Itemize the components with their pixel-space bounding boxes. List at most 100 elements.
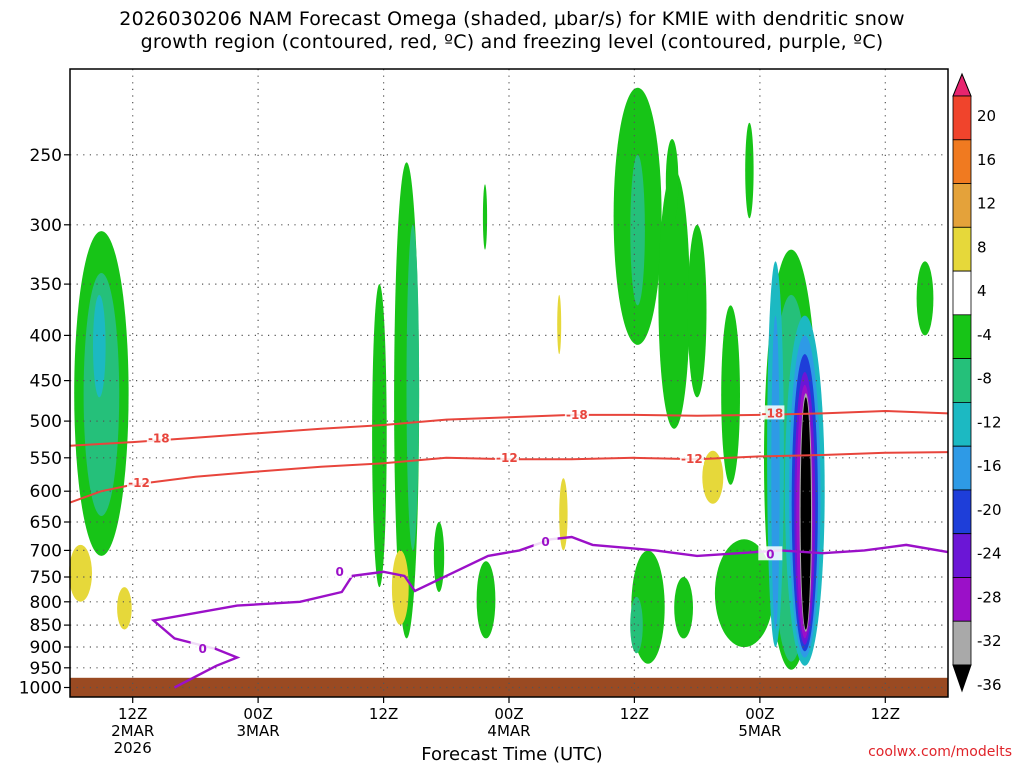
terrain-band [70,677,948,697]
omega-region-16 [658,169,690,429]
contour-layer: -18 -18 -18 -12 -12 -12 0 0 0 0 [69,405,949,689]
contour-label-3: -12 [128,476,150,490]
ytick-label-450: 450 [30,372,62,392]
omega-region-21 [674,577,693,639]
xtick-label-6-1: 2MAR [111,722,154,740]
omega-region-20 [630,596,643,654]
omega-region-18 [665,139,679,225]
colorbar-label-5: -4 [977,326,992,344]
contour-label-bg-5 [679,451,704,466]
omega-region-24 [714,539,774,648]
omega-region-7 [372,284,387,588]
colorbar-swatch-10 [952,489,972,535]
colorbar-label-0: 20 [977,107,996,125]
xtick-label-78-0: 12Z [871,705,900,723]
contour-label-1: -18 [566,408,588,422]
colorbar-label-3: 8 [977,238,987,256]
omega-region-6 [406,224,420,551]
xtick-label-54-0: 12Z [620,705,649,723]
colorbar-swatch-3 [952,183,972,228]
ytick-label-500: 500 [30,412,62,432]
contour-dgz-0 [69,409,949,447]
contour-label-bg-0 [146,430,171,445]
xtick-label-66-1: 5MAR [738,722,781,740]
contour-label-bg-9 [758,546,783,561]
colorbar-label-9: -20 [977,501,1002,519]
xtick-label-30-0: 12Z [369,705,398,723]
chart-title-line-2: growth region (contoured, red, ºC) and f… [140,31,884,53]
xtick-label-66-0: 00Z [745,705,774,723]
colorbar-swatch-12 [952,577,972,622]
colorbar-swatch-5 [952,270,972,316]
contour-label-2: -18 [762,406,784,420]
colorbar-label-11: -28 [977,589,1002,607]
omega-region-23 [721,305,740,485]
omega-region-1 [83,273,120,516]
chart-title-line-1: 2026030206 NAM Forecast Omega (shaded, µ… [119,8,905,30]
omega-region-36 [800,397,811,630]
colorbar-swatch-13 [952,620,972,666]
omega-region-11 [559,478,568,551]
ytick-label-850: 850 [30,616,62,636]
contour-label-bg-7 [190,641,215,656]
ytick-label-1000: 1000 [19,679,62,699]
grid-layer [70,69,948,697]
omega-region-10 [433,522,445,592]
site-credit[interactable]: coolwx.com/modelts [868,744,1012,760]
contour-label-9: 0 [766,547,774,561]
contour-label-7: 0 [199,642,207,656]
contour-label-bg-3 [127,474,151,489]
colorbar-label-1: 16 [977,151,996,169]
colorbar-swatch-8 [952,401,972,447]
xtick-label-42-1: 4MAR [487,722,530,740]
colorbar-label-7: -12 [977,413,1002,431]
contour-label-0: -18 [148,431,170,445]
colorbar-label-2: 12 [977,195,996,213]
xtick-label-6-0: 12Z [118,705,147,723]
omega-region-22 [702,450,724,504]
ytick-label-950: 950 [30,659,62,679]
ytick-label-400: 400 [30,326,62,346]
contour-dgz-1 [69,451,949,504]
colorbar-arrow-bottom [952,664,972,693]
ytick-label-800: 800 [30,593,62,613]
colorbar-label-4: 4 [977,282,987,300]
colorbar-swatch-7 [952,358,972,403]
ytick-label-250: 250 [30,146,62,166]
ytick-label-600: 600 [30,482,62,502]
x-axis-label: Forecast Time (UTC) [421,744,603,765]
xtick-label-42-0: 00Z [494,705,523,723]
omega-region-13 [557,294,562,355]
contour-freezing-2 [150,535,949,689]
colorbar-label-13: -36 [977,676,1002,694]
axes-layer: 2503003504004505005506006507007508008509… [19,68,949,757]
colorbar-swatch-6 [952,314,972,359]
colorbar-label-6: -8 [977,370,992,388]
omega-region-15 [630,154,645,306]
omega-region-17 [687,224,707,398]
omega-region-3 [69,544,92,602]
ytick-label-550: 550 [30,449,62,469]
xtick-label-18-1: 3MAR [237,722,280,740]
contour-label-4: -12 [496,451,518,465]
omega-region-4 [117,587,132,630]
ytick-label-700: 700 [30,541,62,561]
colorbar-swatch-2 [952,139,972,185]
colorbar-swatch-1 [952,95,972,141]
colorbar-label-12: -32 [977,632,1002,650]
colorbar-swatch-11 [952,533,972,578]
contour-label-bg-6 [327,563,352,578]
colorbar-arrow-top [952,72,972,97]
ytick-label-900: 900 [30,638,62,658]
contour-label-6: 0 [336,565,344,579]
omega-region-9 [476,561,496,639]
omega-region-37 [916,261,934,336]
omega-region-12 [482,184,488,250]
contour-label-8: 0 [541,535,549,549]
omega-region-25 [745,122,754,219]
colorbar: 20 16 12 8 4 -4 -8 -12 -16 -20 -24 -28 -32 -36 [952,72,1002,694]
contour-label-bg-2 [760,405,785,420]
ytick-label-750: 750 [30,568,62,588]
ytick-label-300: 300 [30,216,62,236]
